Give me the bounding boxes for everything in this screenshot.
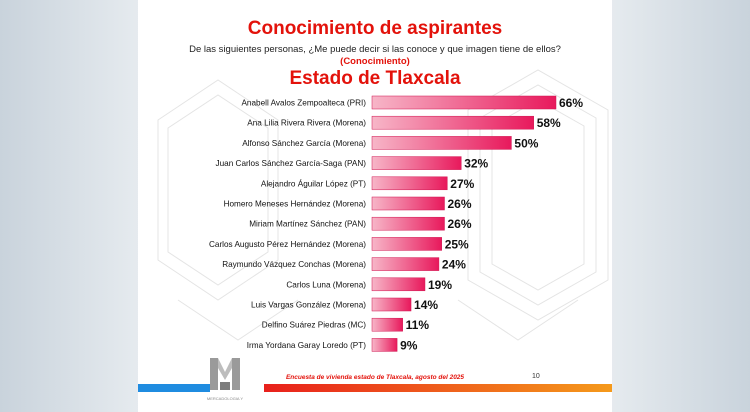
footer-blue-bar [138,384,210,392]
value-label: 25% [445,237,469,251]
footer-note: Encuesta de vivienda estado de Tlaxcala,… [285,374,465,381]
category-label: Carlos Augusto Pérez Hernández (Morena) [209,240,366,249]
category-label: Carlos Luna (Morena) [286,280,366,289]
bar [371,176,448,191]
value-label: 58% [537,116,561,130]
category-label: Alfonso Sánchez García (Morena) [242,139,366,148]
background-left [0,0,140,412]
bar [371,136,512,150]
logo-text: MERCADOLOGIA Y [206,396,244,401]
category-label: Ana Lilia Rivera Rivera (Morena) [247,119,366,128]
value-label: 11% [406,318,430,332]
bar [371,196,445,211]
page-number: 10 [532,373,540,380]
slide: Conocimiento de aspirantes De las siguie… [138,0,612,412]
page-title: Conocimiento de aspirantes [247,18,503,39]
footer-orange-bar [264,384,612,392]
category-label: Alejandro Águilar López (PT) [261,178,366,188]
value-label: 14% [414,298,438,312]
company-logo [208,354,242,394]
category-label: Miriam Martínez Sánchez (PAN) [249,220,366,229]
subtitle: (Conocimiento) [340,56,410,67]
category-label: Homero Meneses Hernández (Morena) [224,200,367,209]
category-label: Delfino Suárez Piedras (MC) [262,321,366,330]
bar [371,216,445,231]
category-label: Anabell Avalos Zempoalteca (PRI) [241,99,366,108]
bar-chart: Anabell Avalos Zempoalteca (PRI) 66% Ana L… [209,95,583,352]
background-right [610,0,750,412]
value-label: 50% [514,136,538,150]
bar [371,317,403,332]
bar [371,237,442,251]
bar [371,115,534,130]
category-label: Juan Carlos Sánchez García-Saga (PAN) [216,159,367,168]
value-label: 24% [442,258,466,272]
category-label: Luis Vargas González (Morena) [251,301,366,310]
survey-question: De las siguientes personas, ¿Me puede de… [189,44,561,55]
value-label: 19% [428,278,452,292]
bar [371,257,440,271]
value-label: 26% [447,217,471,231]
category-label: Irma Yordana Garay Loredo (PT) [247,341,367,350]
value-label: 32% [464,157,488,171]
bar [371,277,426,292]
bar [371,156,462,170]
bar [371,338,398,352]
category-label: Raymundo Vázquez Conchas (Morena) [222,260,366,269]
bar [371,297,412,312]
value-label: 66% [559,96,583,110]
value-label: 27% [450,177,474,191]
value-label: 26% [447,197,471,211]
bar [371,95,557,110]
chart-title: Estado de Tlaxcala [289,68,461,89]
value-label: 9% [400,338,418,352]
